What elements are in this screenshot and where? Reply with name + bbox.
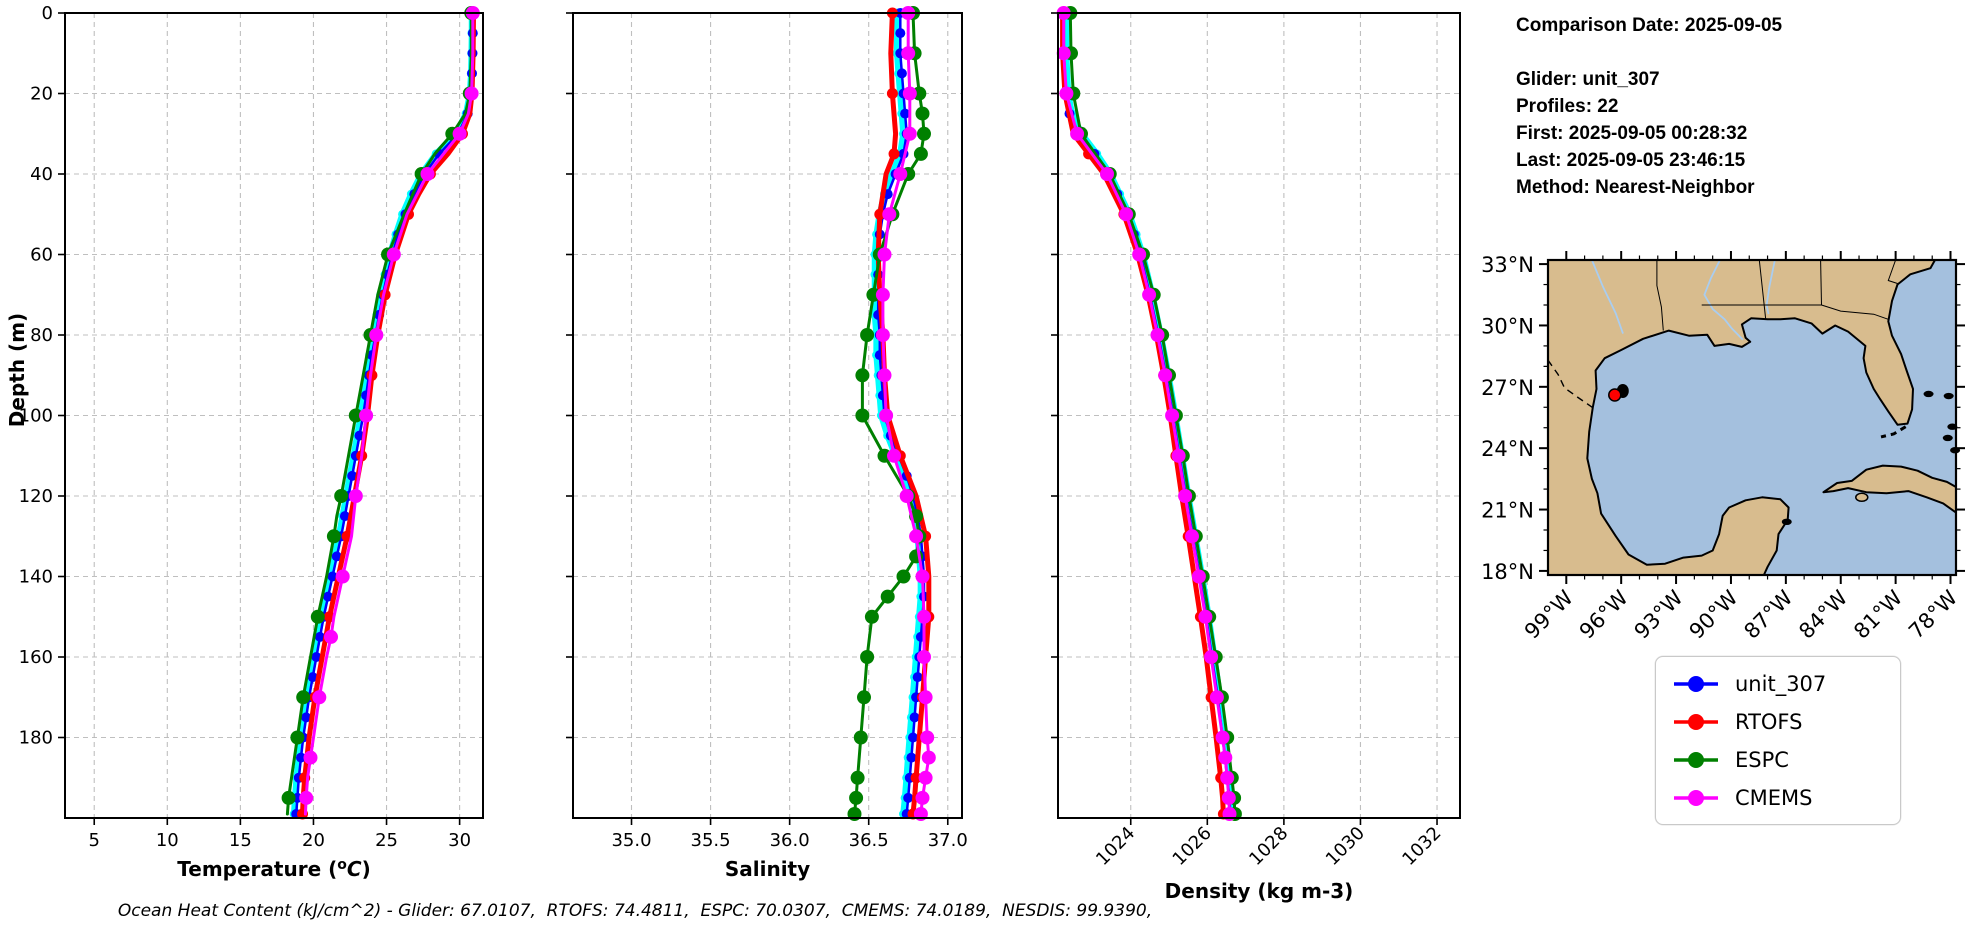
last-time-text: Last: 2025-09-05 23:46:15 xyxy=(1516,150,1746,171)
legend-item-RTOFS: RTOFS xyxy=(1672,705,1884,738)
x-axis-label-0: Temperature (oC) xyxy=(177,857,370,881)
map-island xyxy=(1943,392,1954,400)
svg-text:180: 180 xyxy=(19,728,53,749)
x-axis-label-1: Salinity xyxy=(725,857,810,881)
map-lon-label: 93°W xyxy=(1630,585,1688,643)
info-spacer xyxy=(1516,39,1782,66)
svg-text:1026: 1026 xyxy=(1169,823,1216,870)
svg-text:140: 140 xyxy=(19,567,53,588)
svg-text:36.5: 36.5 xyxy=(849,830,889,851)
legend-marker-icon xyxy=(1674,751,1718,768)
svg-text:60: 60 xyxy=(30,245,53,266)
glider-name-text: Glider: unit_307 xyxy=(1516,69,1660,90)
ohc-footer-text: Ocean Heat Content (kJ/cm^2) - Glider: 6… xyxy=(117,901,1153,921)
map-state-border xyxy=(1758,259,1767,320)
subplot-1: 35.0 35.5 36.0 36.5 37.0 Salinity xyxy=(566,6,968,881)
svg-text:1028: 1028 xyxy=(1245,823,1292,870)
map-lat-label: 33°N xyxy=(1481,253,1534,277)
svg-text:1030: 1030 xyxy=(1322,823,1369,870)
map-state-border xyxy=(1821,304,1889,320)
map-florida-keys xyxy=(1880,425,1907,439)
subplot-2: 1024 1026 1028 1030 1032 Density (kg m-3) xyxy=(1051,6,1461,903)
map-river xyxy=(1591,259,1624,334)
map-island xyxy=(1947,423,1958,430)
map-lat-label: 18°N xyxy=(1481,560,1534,584)
svg-text:1032: 1032 xyxy=(1398,823,1445,870)
svg-text:30: 30 xyxy=(448,830,471,851)
map-lon-label: 99°W xyxy=(1520,585,1578,643)
svg-text:120: 120 xyxy=(19,486,53,507)
series-CMEMS xyxy=(299,6,480,816)
svg-text:37.0: 37.0 xyxy=(928,830,968,851)
glider-location-marker xyxy=(1608,388,1622,402)
subplot-0: 5 10 15 20 25 30 0 20 40 60 80 100 120 140 160 180 Tempe… xyxy=(5,3,484,881)
map-lat-label: 24°N xyxy=(1481,437,1534,461)
comparison-date-text: Comparison Date: 2025-09-05 xyxy=(1516,15,1783,36)
map-lon-label: 84°W xyxy=(1794,585,1852,643)
legend-item-ESPC: ESPC xyxy=(1672,743,1884,776)
map-river xyxy=(1765,259,1776,315)
map-lon-label: 81°W xyxy=(1849,585,1907,643)
map-state-border xyxy=(1656,260,1664,331)
svg-text:20: 20 xyxy=(302,830,325,851)
y-axis-label: Depth (m) xyxy=(5,313,29,427)
legend-marker-icon xyxy=(1674,675,1718,692)
map-island xyxy=(1942,434,1953,442)
info-panel: Comparison Date: 2025-09-05 Glider: unit… xyxy=(1516,12,1782,201)
map-lat-label: 27°N xyxy=(1481,376,1534,400)
map-island xyxy=(1855,492,1869,503)
svg-text:35.5: 35.5 xyxy=(691,830,731,851)
svg-text:0: 0 xyxy=(42,3,53,24)
legend-item-unit_307: unit_307 xyxy=(1672,667,1884,700)
map-island xyxy=(1923,390,1934,398)
first-time-text: First: 2025-09-05 00:28:32 xyxy=(1516,123,1748,144)
map-lon-label: 96°W xyxy=(1575,585,1633,643)
map-lon-label: 78°W xyxy=(1904,585,1962,643)
gulf-of-mexico-map: 33°N 30°N 27°N 24°N 21°N 18°N99°W96°W93°W90°W… xyxy=(1481,251,1965,644)
map-lon-label: 90°W xyxy=(1685,585,1743,643)
legend-label: ESPC xyxy=(1735,747,1789,772)
svg-text:25: 25 xyxy=(375,830,398,851)
legend-marker-icon xyxy=(1674,713,1718,730)
series-CMEMS xyxy=(875,6,936,821)
map-lon-label: 87°W xyxy=(1739,585,1797,643)
map-frame xyxy=(1546,258,1958,577)
map-land-north-america xyxy=(1547,259,1936,576)
x-axis-label-2: Density (kg m-3) xyxy=(1165,879,1354,903)
legend-box: unit_307 RTOFS ESPC CMEMS xyxy=(1655,656,1901,825)
map-country-border xyxy=(1547,359,1594,409)
svg-text:1024: 1024 xyxy=(1092,823,1139,870)
svg-text:80: 80 xyxy=(30,325,53,346)
legend-label: unit_307 xyxy=(1735,671,1827,696)
svg-text:5: 5 xyxy=(89,830,100,851)
map-lat-label: 30°N xyxy=(1481,314,1534,338)
legend-marker-icon xyxy=(1674,789,1718,806)
svg-text:20: 20 xyxy=(30,84,53,105)
svg-text:36.0: 36.0 xyxy=(770,830,810,851)
legend-label: RTOFS xyxy=(1735,709,1803,734)
legend-label: CMEMS xyxy=(1735,785,1813,810)
map-lat-label: 21°N xyxy=(1481,499,1534,523)
legend-item-CMEMS: CMEMS xyxy=(1672,781,1884,814)
method-text: Method: Nearest-Neighbor xyxy=(1516,177,1755,198)
profile-plots-svg: 5 10 15 20 25 30 0 20 40 60 80 100 120 140 160 180 Tempe… xyxy=(5,3,1461,903)
svg-text:15: 15 xyxy=(229,830,252,851)
map-river xyxy=(1703,259,1744,341)
map-state-border xyxy=(1887,259,1898,284)
svg-text:10: 10 xyxy=(156,830,179,851)
svg-text:35.0: 35.0 xyxy=(611,830,651,851)
map-island xyxy=(1781,518,1792,526)
svg-text:100: 100 xyxy=(19,406,53,427)
svg-text:160: 160 xyxy=(19,647,53,668)
map-state-border xyxy=(1820,259,1822,306)
svg-text:40: 40 xyxy=(30,164,53,185)
profiles-count-text: Profiles: 22 xyxy=(1516,96,1619,117)
